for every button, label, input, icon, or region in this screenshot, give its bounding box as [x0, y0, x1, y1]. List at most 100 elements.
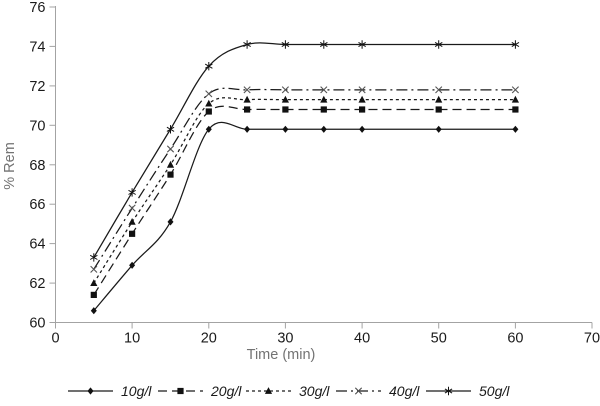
square-marker-icon [129, 230, 136, 237]
x-marker-icon [435, 86, 443, 94]
series-50gl [89, 40, 520, 262]
y-tick-label: 70 [29, 118, 45, 134]
square-marker-icon [167, 171, 174, 178]
triangle-marker-icon [128, 218, 136, 225]
x-tick-label: 20 [201, 331, 217, 347]
star-marker-icon [444, 386, 453, 396]
diamond-marker-icon [359, 125, 366, 133]
series-10gl [90, 121, 519, 315]
star-marker-icon [243, 40, 251, 49]
triangle-marker-icon [166, 160, 175, 168]
star-marker-icon [166, 125, 175, 134]
triangle-marker-icon [243, 95, 251, 103]
star-marker-icon [204, 62, 213, 71]
y-tick-label: 60 [29, 316, 45, 332]
diamond-marker-icon [282, 125, 289, 133]
x-marker-icon [205, 90, 213, 98]
y-tick-label: 68 [29, 158, 45, 174]
x-marker-icon [511, 86, 519, 94]
x-marker-icon [320, 86, 328, 94]
series-20gl [90, 105, 519, 298]
square-marker-icon [320, 106, 327, 113]
y-tick-label: 64 [29, 237, 45, 253]
square-marker-icon [282, 106, 289, 113]
square-marker-icon [90, 291, 97, 298]
y-tick-label: 66 [29, 197, 45, 213]
x-tick-label: 30 [277, 331, 293, 347]
legend: 10g/l 20g/l 30g/l 40g/l 50g/l [68, 383, 510, 399]
series-line [93, 105, 516, 296]
square-marker-icon [435, 106, 442, 113]
legend-item-50gl: 50g/l [426, 383, 510, 399]
legend-item-40gl: 40g/l [336, 383, 420, 399]
star-marker-icon [89, 253, 98, 262]
square-marker-icon [512, 106, 519, 113]
star-marker-icon [358, 40, 366, 49]
diamond-marker-icon [244, 125, 251, 133]
series-line [93, 121, 516, 312]
triangle-marker-icon [435, 95, 443, 103]
series-line [93, 97, 516, 284]
legend-label: 20g/l [210, 383, 242, 399]
x-marker-icon [358, 86, 366, 94]
diamond-marker-icon [512, 125, 519, 133]
square-marker-icon [205, 108, 212, 115]
y-tick-label: 62 [29, 276, 45, 292]
diamond-marker-icon [129, 261, 136, 269]
square-marker-icon [359, 106, 366, 113]
star-marker-icon [128, 188, 136, 197]
x-tick-label: 0 [51, 331, 59, 347]
x-marker-icon [128, 204, 136, 212]
legend-label: 10g/l [121, 383, 152, 399]
star-marker-icon [511, 40, 520, 49]
legend-item-20gl: 20g/l [158, 383, 242, 399]
legend-item-10gl: 10g/l [68, 383, 152, 399]
x-tick-label: 60 [507, 331, 523, 347]
square-marker-icon [244, 106, 251, 113]
star-marker-icon [434, 40, 443, 49]
diamond-marker-icon [320, 125, 327, 133]
triangle-marker-icon [264, 387, 273, 394]
x-axis-title: Time (min) [247, 347, 316, 363]
diamond-marker-icon [167, 218, 174, 226]
triangle-marker-icon [320, 95, 328, 103]
axes [49, 6, 593, 329]
diamond-marker-icon [205, 125, 212, 133]
legend-label: 40g/l [389, 383, 420, 399]
y-tick-labels: 60 62 64 66 68 70 72 74 76 [29, 0, 45, 332]
triangle-marker-icon [511, 95, 519, 103]
y-tick-label: 72 [29, 79, 45, 95]
y-tick-label: 76 [29, 0, 45, 16]
x-marker-icon [281, 86, 289, 94]
star-marker-icon [281, 40, 290, 49]
diamond-marker-icon [435, 125, 442, 133]
x-tick-label: 50 [431, 331, 447, 347]
series-line [93, 87, 516, 270]
triangle-marker-icon [358, 95, 366, 103]
x-tick-label: 10 [124, 331, 140, 347]
x-tick-label: 70 [584, 331, 600, 347]
x-marker-icon [166, 145, 175, 153]
star-marker-icon [319, 40, 328, 49]
legend-item-30gl: 30g/l [246, 383, 330, 399]
series-40gl [90, 86, 519, 273]
x-marker-icon [354, 387, 363, 395]
x-marker-icon [243, 86, 251, 94]
legend-label: 30g/l [299, 383, 330, 399]
diamond-marker-icon [90, 307, 97, 315]
diamond-marker-icon [87, 387, 94, 395]
y-axis-title: % Rem [2, 142, 18, 190]
square-marker-icon [177, 387, 184, 395]
triangle-marker-icon [90, 279, 98, 286]
x-tick-label: 40 [354, 331, 370, 347]
triangle-marker-icon [281, 95, 289, 103]
series-line [93, 42, 516, 258]
legend-label: 50g/l [479, 383, 510, 399]
series-30gl [90, 95, 519, 286]
x-marker-icon [90, 265, 98, 273]
triangle-marker-icon [205, 99, 213, 107]
